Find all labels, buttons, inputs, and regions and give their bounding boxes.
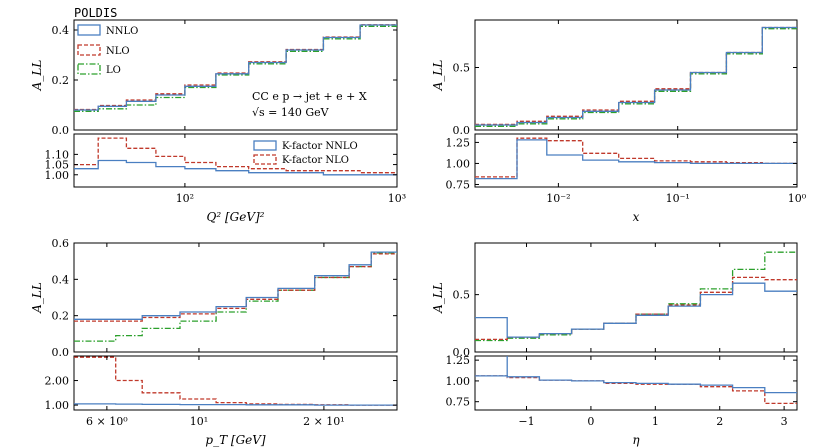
process-annotation: CC e p → jet + e + X xyxy=(252,90,367,103)
x-axis-label: Q² [GeV]² xyxy=(207,210,265,224)
main-series-group xyxy=(74,24,397,112)
energy-annotation: √s = 140 GeV xyxy=(252,106,330,119)
legend-main: NNLO NLO LO xyxy=(77,24,138,76)
series-lo-line xyxy=(475,28,797,127)
legend-label-kf-nnlo: K-factor NNLO xyxy=(282,141,358,152)
x-tick-label: −1 xyxy=(518,415,534,428)
legend-label-nnlo: NNLO xyxy=(106,26,138,37)
y-tick-label-main: 0.0 xyxy=(52,346,70,359)
legend-label-lo: LO xyxy=(106,65,121,76)
x-tick-label: 10⁻² xyxy=(546,192,570,205)
legend-swatch-kf-nlo xyxy=(253,154,277,165)
y-tick-label-main: 0.4 xyxy=(52,273,70,286)
series-lo-line xyxy=(475,251,797,342)
y-tick-label-main: 0.2 xyxy=(52,74,70,87)
series-nnlo-line xyxy=(475,282,797,338)
y-tick-label-main: 0.0 xyxy=(52,124,70,137)
series-nlo-line xyxy=(74,253,397,322)
ratio-series-group xyxy=(475,137,797,180)
series-nnlo-line xyxy=(74,251,397,320)
x-tick-label: 2 × 10¹ xyxy=(303,415,345,428)
ratio-plot-frame xyxy=(474,355,798,411)
x-tick-label: 10⁻¹ xyxy=(666,192,690,205)
y-tick-label-main: 0.5 xyxy=(453,289,471,302)
x-tick-label: 10³ xyxy=(388,192,406,205)
y-tick-label-main: 0.0 xyxy=(453,346,471,359)
y-tick-label-main: 0.4 xyxy=(52,24,70,37)
legend-swatch-nnlo xyxy=(77,24,101,36)
ratio-plot-frame xyxy=(73,355,398,411)
y-tick-label-ratio: 1.25 xyxy=(446,354,471,367)
x-axis-label: x xyxy=(633,210,640,224)
kfactor-nnlo-line xyxy=(74,159,397,176)
panel-pt: 6 × 10⁰ 10¹ 2 × 10¹ 0.0 0.2 0.4 0.6 1.00 2.00 p_T… xyxy=(30,237,398,447)
main-plot-frame xyxy=(73,242,398,353)
x-axis-label: p_T [GeV] xyxy=(205,433,266,447)
x-tick-label: 10² xyxy=(176,192,194,205)
x-tick-label: 6 × 10⁰ xyxy=(86,415,128,428)
main-plot-frame xyxy=(474,19,798,131)
kfactor-nnlo-line xyxy=(475,375,797,394)
x-tick-label: 1 xyxy=(652,415,659,428)
kfactor-nnlo-line xyxy=(475,139,797,180)
y-axis-label: A_LL xyxy=(431,282,445,314)
x-tick-label: 0 xyxy=(587,415,594,428)
legend-swatch-kf-nnlo xyxy=(253,140,277,151)
x-tick-label: 2 xyxy=(716,415,723,428)
x-tick-label: 10⁰ xyxy=(788,192,807,205)
y-axis-label: A_LL xyxy=(30,282,44,314)
panel-x: 10⁻² 10⁻¹ 10⁰ 0.0 0.5 0.75 1.00 1.25 x A_LL xyxy=(431,19,807,224)
y-tick-label-ratio: 1.00 xyxy=(45,169,70,182)
y-tick-label-ratio: 1.05 xyxy=(45,159,70,172)
ratio-series-group xyxy=(475,356,797,405)
panel-eta: −1 0 1 2 3 0.0 0.5 0.75 1.00 1.25 η A_LL xyxy=(431,242,798,447)
y-axis-label: A_LL xyxy=(30,60,44,92)
kfactor-nlo-line xyxy=(475,137,797,178)
series-nlo-line xyxy=(475,26,797,126)
main-plot-frame xyxy=(73,19,398,131)
x-tick-label: 10¹ xyxy=(190,415,208,428)
kfactor-nlo-line xyxy=(74,137,397,174)
series-nlo-line xyxy=(475,276,797,341)
y-tick-label-ratio: 1.00 xyxy=(446,157,471,170)
ratio-plot-frame xyxy=(474,133,798,188)
ratio-plot-frame xyxy=(73,133,398,188)
legend-label-kf-nlo: K-factor NLO xyxy=(282,155,349,166)
y-tick-label-main: 0.2 xyxy=(52,310,70,323)
y-tick-label-ratio: 1.25 xyxy=(446,136,471,149)
x-axis-label: η xyxy=(632,433,640,447)
figure-title: POLDIS xyxy=(74,6,117,20)
kfactor-nnlo-line xyxy=(74,403,397,406)
y-tick-label-ratio: 1.10 xyxy=(45,148,70,161)
x-tick-label: 3 xyxy=(781,415,788,428)
panel-q2: 10² 10³ 0.0 0.2 0.4 1.001.051.10 Q² [GeV]² A_LL xyxy=(30,19,406,224)
legend-swatch-nlo xyxy=(77,44,101,56)
y-axis-label: A_LL xyxy=(431,60,445,92)
y-tick-label-ratio: 2.00 xyxy=(45,375,70,388)
series-nnlo-line xyxy=(475,26,797,126)
y-tick-label-main: 0.5 xyxy=(453,62,471,75)
main-series-group xyxy=(475,251,797,342)
kfactor-nlo-line xyxy=(475,375,797,405)
y-tick-label-ratio: 0.75 xyxy=(446,178,471,191)
main-series-group xyxy=(475,26,797,127)
series-nnlo-line xyxy=(74,24,397,111)
legend-kfactor: K-factor NNLO K-factor NLO xyxy=(253,140,358,166)
ratio-series-group xyxy=(74,356,397,406)
legend-label-nlo: NLO xyxy=(106,46,130,57)
y-tick-label-ratio: 1.00 xyxy=(45,399,70,412)
y-tick-label-main: 0.6 xyxy=(52,237,70,250)
y-tick-label-ratio: 1.00 xyxy=(446,375,471,388)
ratio-series-group xyxy=(74,137,397,176)
kfactor-nlo-line xyxy=(74,356,397,406)
main-plot-frame xyxy=(474,242,798,353)
y-tick-label-main: 0.0 xyxy=(453,124,471,137)
main-series-group xyxy=(74,251,397,342)
legend-swatch-lo xyxy=(77,63,101,75)
y-tick-label-ratio: 0.75 xyxy=(446,396,471,409)
